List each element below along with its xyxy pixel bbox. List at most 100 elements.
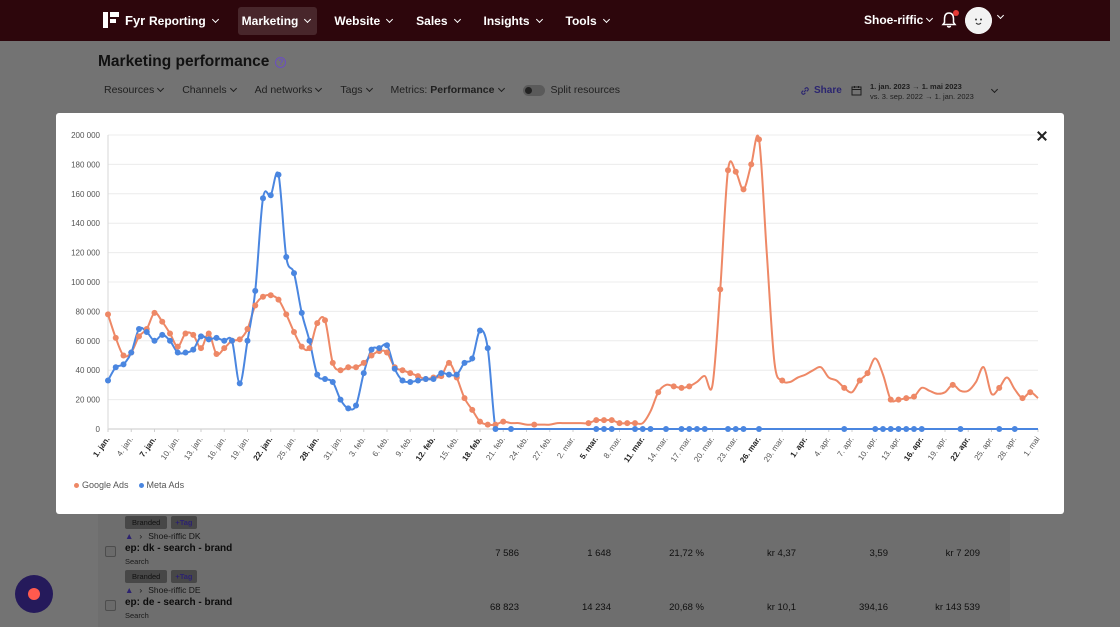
nav-item-tools[interactable]: Tools [562, 7, 616, 35]
primary-from: 1. jan. 2023 [870, 82, 911, 91]
data-point-google-ads [864, 370, 871, 377]
data-point-meta-ads [159, 331, 166, 338]
chevron-down-icon [926, 14, 934, 23]
chevron-down-icon [497, 84, 505, 93]
campaign-name[interactable]: ep: de - search - brand [125, 597, 233, 608]
data-point-google-ads [686, 383, 693, 390]
data-point-google-ads [314, 320, 321, 327]
x-tick-label: 25. jan. [275, 435, 297, 462]
x-tick-label: 19. apr. [926, 435, 949, 462]
x-tick-label: 28. jan. [298, 435, 321, 462]
bell-icon[interactable] [940, 11, 958, 29]
table-row[interactable]: Branded +Tag ▲ › Shoe-riffic DK ep: dk - se… [98, 510, 1010, 566]
data-point-google-ads [1019, 395, 1026, 402]
row-checkbox[interactable] [105, 546, 116, 557]
data-point-meta-ads [120, 361, 127, 368]
data-point-google-ads [213, 351, 220, 358]
nav-item-label: Website [334, 13, 381, 28]
data-point-google-ads [353, 364, 359, 371]
expand-icon[interactable]: › [139, 585, 143, 595]
filter-bar: Resources Channels Ad networks Tags Metr… [104, 84, 636, 96]
data-point-meta-ads [740, 426, 747, 432]
data-point-meta-ads [298, 309, 305, 316]
tags-filter[interactable]: Tags [340, 84, 374, 96]
toggle-switch[interactable] [522, 84, 545, 96]
data-point-google-ads [632, 420, 638, 427]
primary-range: 1. jan. 2023 → 1. mai 2023 [870, 82, 962, 91]
page-title-text: Marketing performance [98, 53, 270, 70]
avatar[interactable] [965, 7, 992, 34]
nav-item-marketing[interactable]: Marketing [237, 6, 318, 35]
campaign-name[interactable]: ep: dk - search - brand [125, 543, 233, 554]
data-point-google-ads [492, 421, 499, 428]
share-button[interactable]: Share [800, 85, 842, 96]
nav-item-sales[interactable]: Sales [412, 7, 466, 35]
legend-item-google-ads[interactable]: Google Ads [74, 480, 129, 490]
add-tag-button[interactable]: +Tag [171, 516, 197, 529]
x-tick-label: 13. jan. [182, 435, 204, 462]
x-tick-label: 7. apr. [836, 435, 856, 458]
data-point-google-ads [624, 420, 631, 427]
legend-item-meta-ads[interactable]: Meta Ads [138, 480, 185, 490]
y-tick-label: 60 000 [76, 337, 101, 346]
data-point-google-ads [841, 384, 848, 391]
ad-networks-filter[interactable]: Ad networks [255, 84, 325, 96]
data-point-meta-ads [260, 195, 266, 202]
fyr-logo-icon [103, 12, 119, 28]
metrics-filter[interactable]: Metrics: Performance [391, 84, 507, 96]
data-point-google-ads [601, 417, 607, 424]
account-switcher[interactable]: Shoe-riffic [864, 13, 935, 27]
data-point-meta-ads [360, 370, 367, 377]
data-point-google-ads [616, 420, 623, 427]
data-point-google-ads [252, 302, 259, 309]
resources-filter[interactable]: Resources [104, 84, 166, 96]
chat-button[interactable] [15, 575, 53, 613]
account-label: Shoe-riffic DK [148, 531, 201, 541]
data-point-meta-ads [376, 345, 383, 352]
legend-label: Meta Ads [146, 480, 185, 490]
data-point-meta-ads [267, 192, 274, 199]
tag-branded[interactable]: Branded [125, 516, 168, 529]
nav-menu: Reporting Marketing Website Sales Insigh… [145, 0, 629, 41]
data-point-google-ads [283, 311, 290, 318]
nav-item-insights[interactable]: Insights [480, 7, 549, 35]
data-point-meta-ads [353, 402, 359, 409]
account-label: Shoe-riffic DE [148, 585, 201, 595]
y-tick-label: 180 000 [71, 160, 100, 169]
compare-prefix: vs. [870, 92, 880, 101]
table-cell: kr 143 539 [935, 602, 980, 613]
help-icon[interactable]: ? [275, 56, 287, 68]
chevron-down-icon[interactable] [996, 11, 1005, 20]
data-point-meta-ads [391, 365, 398, 372]
x-tick-label: 19. jan. [229, 435, 251, 462]
data-point-meta-ads [887, 426, 894, 432]
x-tick-label: 23. mar. [715, 435, 739, 464]
table-cell: 21,72 % [669, 548, 704, 559]
legend-dot [74, 482, 79, 488]
data-point-google-ads [159, 318, 166, 325]
date-range-picker[interactable]: 1. jan. 2023 → 1. mai 2023 vs. 3. sep. 2… [851, 82, 1000, 102]
data-point-meta-ads [236, 380, 243, 387]
tag-branded[interactable]: Branded [125, 570, 168, 583]
row-checkbox[interactable] [105, 600, 116, 611]
data-point-meta-ads [198, 333, 204, 340]
nav-item-website[interactable]: Website [330, 7, 399, 35]
add-tag-button[interactable]: +Tag [171, 570, 197, 583]
toggle-label: Split resources [550, 84, 620, 96]
table-row[interactable]: Branded +Tag ▲ › Shoe-riffic DE ep: de - se… [98, 564, 1010, 620]
data-point-google-ads [585, 420, 592, 427]
logo[interactable]: Fyr [103, 12, 145, 28]
google-ads-icon: ▲ [125, 585, 134, 595]
nav-item-label: Tools [565, 13, 597, 28]
expand-icon[interactable]: › [139, 531, 143, 541]
data-point-meta-ads [415, 377, 421, 384]
data-point-google-ads [345, 364, 352, 371]
data-point-meta-ads [143, 328, 150, 335]
split-resources-toggle[interactable]: Split resources [522, 84, 620, 96]
channels-filter[interactable]: Channels [182, 84, 238, 96]
data-point-meta-ads [446, 371, 452, 378]
data-point-meta-ads [112, 364, 119, 371]
nav-item-reporting[interactable]: Reporting [145, 7, 225, 35]
x-tick-label: 7. jan. [138, 435, 158, 459]
x-tick-label: 12. feb. [414, 435, 437, 463]
